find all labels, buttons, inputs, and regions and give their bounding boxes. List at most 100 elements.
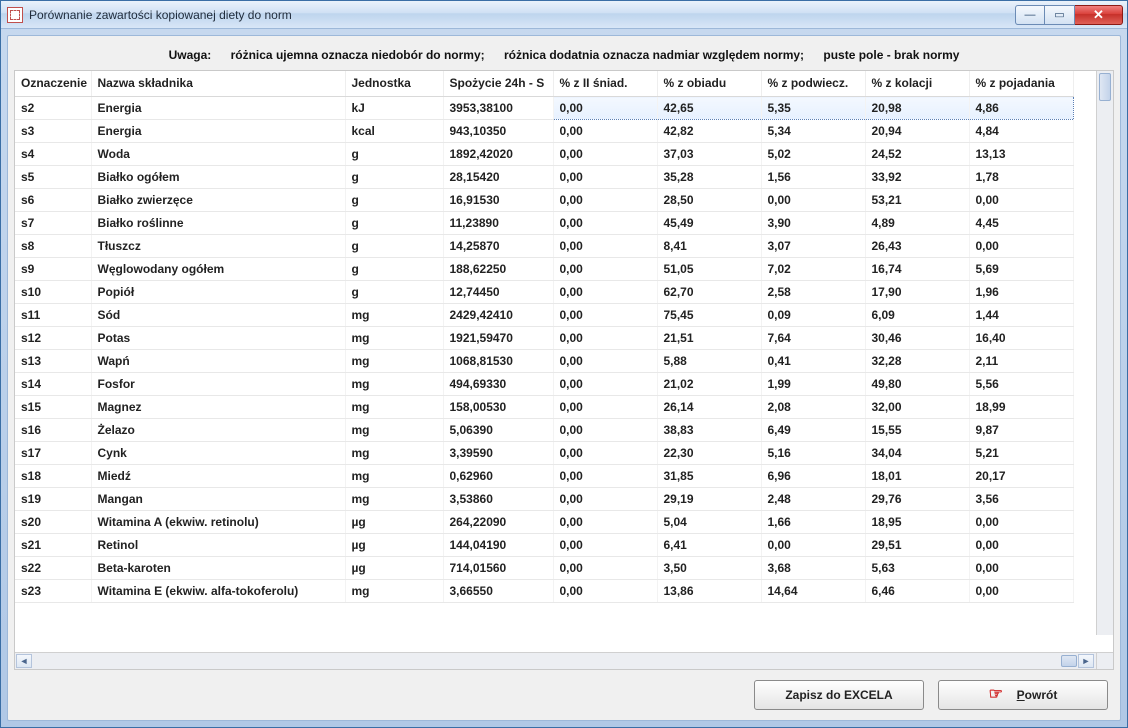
table-cell[interactable]: 16,74 (865, 258, 969, 281)
table-cell[interactable]: Retinol (91, 534, 345, 557)
table-cell[interactable]: 5,35 (761, 97, 865, 120)
column-header[interactable]: Oznaczenie (15, 71, 91, 97)
data-grid[interactable]: OznaczenieNazwa składnikaJednostkaSpożyc… (14, 70, 1114, 670)
table-cell[interactable]: 15,55 (865, 419, 969, 442)
table-cell[interactable]: s5 (15, 166, 91, 189)
table-cell[interactable]: 9,87 (969, 419, 1073, 442)
table-cell[interactable]: s14 (15, 373, 91, 396)
table-cell[interactable]: 188,62250 (443, 258, 553, 281)
table-cell[interactable]: 5,04 (657, 511, 761, 534)
table-cell[interactable]: Tłuszcz (91, 235, 345, 258)
table-cell[interactable]: 3,68 (761, 557, 865, 580)
table-cell[interactable]: s23 (15, 580, 91, 603)
table-cell[interactable]: mg (345, 442, 443, 465)
table-cell[interactable]: s22 (15, 557, 91, 580)
table-cell[interactable]: Energia (91, 120, 345, 143)
table-cell[interactable]: 0,00 (553, 465, 657, 488)
table-cell[interactable]: s17 (15, 442, 91, 465)
table-cell[interactable]: 12,74450 (443, 281, 553, 304)
table-cell[interactable]: 158,00530 (443, 396, 553, 419)
table-cell[interactable]: 0,00 (553, 235, 657, 258)
table-row[interactable]: s2EnergiakJ3953,381000,0042,655,3520,984… (15, 97, 1073, 120)
table-row[interactable]: s8Tłuszczg14,258700,008,413,0726,430,00 (15, 235, 1073, 258)
table-cell[interactable]: 8,41 (657, 235, 761, 258)
table-cell[interactable]: Węglowodany ogółem (91, 258, 345, 281)
table-cell[interactable]: 0,00 (761, 534, 865, 557)
table-cell[interactable]: 5,02 (761, 143, 865, 166)
table-cell[interactable]: 53,21 (865, 189, 969, 212)
table-cell[interactable]: g (345, 212, 443, 235)
table-cell[interactable]: 0,00 (553, 396, 657, 419)
table-cell[interactable]: 28,15420 (443, 166, 553, 189)
table-cell[interactable]: 6,46 (865, 580, 969, 603)
table-cell[interactable]: 49,80 (865, 373, 969, 396)
column-header[interactable]: % z obiadu (657, 71, 761, 97)
table-cell[interactable]: s13 (15, 350, 91, 373)
table-cell[interactable]: 1,78 (969, 166, 1073, 189)
table-cell[interactable]: 4,89 (865, 212, 969, 235)
table-cell[interactable]: 13,13 (969, 143, 1073, 166)
table-cell[interactable]: 4,45 (969, 212, 1073, 235)
table-cell[interactable]: 714,01560 (443, 557, 553, 580)
table-cell[interactable]: 943,10350 (443, 120, 553, 143)
table-cell[interactable]: s20 (15, 511, 91, 534)
table-cell[interactable]: 0,00 (553, 327, 657, 350)
table-cell[interactable]: s4 (15, 143, 91, 166)
table-cell[interactable]: Mangan (91, 488, 345, 511)
table-cell[interactable]: g (345, 143, 443, 166)
table-cell[interactable]: 1,99 (761, 373, 865, 396)
table-cell[interactable]: 20,94 (865, 120, 969, 143)
column-header[interactable]: % z podwiecz. (761, 71, 865, 97)
table-cell[interactable]: 2429,42410 (443, 304, 553, 327)
table-cell[interactable]: 21,51 (657, 327, 761, 350)
grid-header-row[interactable]: OznaczenieNazwa składnikaJednostkaSpożyc… (15, 71, 1073, 97)
save-excel-button[interactable]: Zapisz do EXCELA (754, 680, 924, 710)
column-header[interactable]: % z II śniad. (553, 71, 657, 97)
table-cell[interactable]: 21,02 (657, 373, 761, 396)
table-cell[interactable]: 0,00 (553, 580, 657, 603)
table-cell[interactable]: s9 (15, 258, 91, 281)
table-row[interactable]: s10Popiółg12,744500,0062,702,5817,901,96 (15, 281, 1073, 304)
table-cell[interactable]: Energia (91, 97, 345, 120)
table-cell[interactable]: 0,09 (761, 304, 865, 327)
table-cell[interactable]: 1,56 (761, 166, 865, 189)
table-cell[interactable]: 7,02 (761, 258, 865, 281)
table-cell[interactable]: mg (345, 327, 443, 350)
table-cell[interactable]: 144,04190 (443, 534, 553, 557)
table-cell[interactable]: 45,49 (657, 212, 761, 235)
table-cell[interactable]: 5,56 (969, 373, 1073, 396)
table-row[interactable]: s14Fosformg494,693300,0021,021,9949,805,… (15, 373, 1073, 396)
table-cell[interactable]: 0,00 (553, 143, 657, 166)
table-cell[interactable]: µg (345, 511, 443, 534)
table-cell[interactable]: 0,00 (969, 534, 1073, 557)
table-cell[interactable]: s11 (15, 304, 91, 327)
table-cell[interactable]: 494,69330 (443, 373, 553, 396)
hscroll-right-arrow-icon[interactable]: ► (1078, 654, 1094, 668)
table-cell[interactable]: s8 (15, 235, 91, 258)
table-cell[interactable]: 264,22090 (443, 511, 553, 534)
table-cell[interactable]: Potas (91, 327, 345, 350)
table-cell[interactable]: 2,11 (969, 350, 1073, 373)
table-row[interactable]: s3Energiakcal943,103500,0042,825,3420,94… (15, 120, 1073, 143)
table-cell[interactable]: 0,00 (553, 488, 657, 511)
table-row[interactable]: s23Witamina E (ekwiw. alfa-tokoferolu)mg… (15, 580, 1073, 603)
table-cell[interactable]: g (345, 166, 443, 189)
table-cell[interactable]: 32,28 (865, 350, 969, 373)
table-row[interactable]: s13Wapńmg1068,815300,005,880,4132,282,11 (15, 350, 1073, 373)
table-cell[interactable]: 1,66 (761, 511, 865, 534)
table-cell[interactable]: 7,64 (761, 327, 865, 350)
table-cell[interactable]: 35,28 (657, 166, 761, 189)
table-cell[interactable]: 26,14 (657, 396, 761, 419)
table-row[interactable]: s20Witamina A (ekwiw. retinolu)µg264,220… (15, 511, 1073, 534)
table-cell[interactable]: mg (345, 419, 443, 442)
table-cell[interactable]: Witamina E (ekwiw. alfa-tokoferolu) (91, 580, 345, 603)
table-cell[interactable]: 3953,38100 (443, 97, 553, 120)
table-cell[interactable]: 3,90 (761, 212, 865, 235)
table-cell[interactable]: 5,63 (865, 557, 969, 580)
table-row[interactable]: s15Magnezmg158,005300,0026,142,0832,0018… (15, 396, 1073, 419)
table-cell[interactable]: Magnez (91, 396, 345, 419)
table-cell[interactable]: 1,44 (969, 304, 1073, 327)
table-cell[interactable]: 3,50 (657, 557, 761, 580)
table-cell[interactable]: 2,58 (761, 281, 865, 304)
table-cell[interactable]: 24,52 (865, 143, 969, 166)
